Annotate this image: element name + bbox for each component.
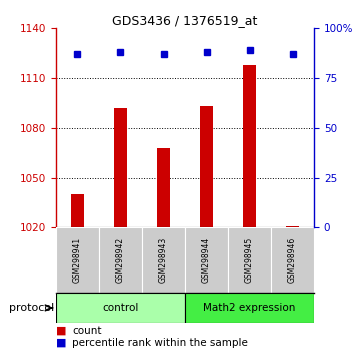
Text: GSM298945: GSM298945 <box>245 237 254 283</box>
Text: GSM298941: GSM298941 <box>73 237 82 283</box>
Text: control: control <box>102 303 139 313</box>
Bar <box>185 292 314 323</box>
Bar <box>286 226 299 227</box>
Text: Math2 expression: Math2 expression <box>203 303 296 313</box>
Bar <box>56 292 185 323</box>
Bar <box>228 227 271 292</box>
Text: protocol: protocol <box>9 303 54 313</box>
Text: count: count <box>72 326 102 336</box>
Text: GSM298946: GSM298946 <box>288 237 297 283</box>
Bar <box>157 148 170 227</box>
Bar <box>271 227 314 292</box>
Text: percentile rank within the sample: percentile rank within the sample <box>72 338 248 348</box>
Bar <box>142 227 185 292</box>
Bar <box>185 227 228 292</box>
Text: ■: ■ <box>56 326 66 336</box>
Bar <box>243 65 256 227</box>
Bar <box>200 106 213 227</box>
Text: ■: ■ <box>56 338 66 348</box>
Bar <box>71 194 84 227</box>
Bar <box>99 227 142 292</box>
Text: GSM298944: GSM298944 <box>202 237 211 283</box>
Text: GSM298942: GSM298942 <box>116 237 125 283</box>
Bar <box>114 108 127 227</box>
Text: GSM298943: GSM298943 <box>159 237 168 283</box>
Title: GDS3436 / 1376519_at: GDS3436 / 1376519_at <box>112 14 258 27</box>
Bar <box>56 227 99 292</box>
